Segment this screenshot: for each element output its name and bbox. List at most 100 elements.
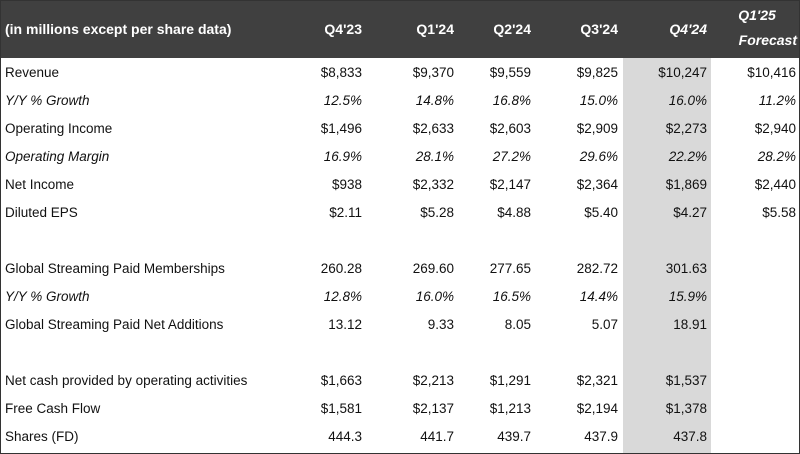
- row-label: Operating Income: [5, 121, 113, 136]
- cell-value: 282.72: [576, 261, 618, 276]
- row-label: Net Income: [5, 177, 75, 192]
- cell-value: $2,633: [412, 121, 454, 136]
- cell-value: $2,194: [576, 401, 618, 416]
- cell-value: $2,603: [489, 121, 531, 136]
- cell-value: 22.2%: [668, 149, 707, 164]
- cell-value: $1,291: [489, 373, 531, 388]
- cell-value: 277.65: [489, 261, 531, 276]
- col-header-forecast-quarter: Q1'25: [738, 7, 776, 23]
- cell-value: 444.3: [328, 429, 362, 444]
- cell-value: $1,537: [665, 373, 707, 388]
- table-row: Revenue $8,833 $9,370 $9,559 $9,825 $10,247 $1…: [1, 59, 799, 87]
- col-header: Q2'24: [493, 21, 531, 37]
- row-label: Shares (FD): [5, 429, 79, 444]
- table-row: Operating Margin 16.9% 28.1% 27.2% 29.6% 22.2…: [1, 143, 799, 171]
- col-header: Q4'23: [324, 21, 362, 37]
- q4-24-highlight: [623, 58, 711, 453]
- table-header: (in millions except per share data) Q4'2…: [1, 1, 799, 58]
- cell-value: 441.7: [420, 429, 454, 444]
- cell-value: 18.91: [673, 317, 707, 332]
- row-label: Global Streaming Paid Net Additions: [5, 317, 224, 332]
- cell-value: $1,496: [320, 121, 362, 136]
- cell-value: 437.9: [584, 429, 618, 444]
- table-row: Net cash provided by operating activitie…: [1, 367, 799, 395]
- cell-value: $2,364: [576, 177, 618, 192]
- cell-value: $9,559: [489, 65, 531, 80]
- table-row: Operating Income $1,496 $2,633 $2,603 $2,909…: [1, 115, 799, 143]
- table-row: Global Streaming Paid Net Additions 13.12…: [1, 311, 799, 339]
- cell-value: $2,940: [754, 121, 796, 136]
- table-row: Net Income $938 $2,332 $2,147 $2,364 $1,869 $2…: [1, 171, 799, 199]
- table-row: Y/Y % Growth 12.8% 16.0% 16.5% 14.4% 15.9%: [1, 283, 799, 311]
- cell-value: $4.88: [497, 205, 531, 220]
- row-label: Free Cash Flow: [5, 401, 101, 416]
- cell-value: 16.0%: [668, 93, 707, 108]
- cell-value: $1,378: [665, 401, 707, 416]
- cell-value: $8,833: [320, 65, 362, 80]
- cell-value: $2,332: [412, 177, 454, 192]
- cell-value: 27.2%: [492, 149, 531, 164]
- cell-value: 16.0%: [415, 289, 454, 304]
- cell-value: 28.2%: [757, 149, 796, 164]
- cell-value: $1,581: [320, 401, 362, 416]
- row-label: Global Streaming Paid Memberships: [5, 261, 225, 276]
- cell-value: $2,213: [412, 373, 454, 388]
- cell-value: 28.1%: [415, 149, 454, 164]
- row-label: Net cash provided by operating activitie…: [5, 373, 248, 388]
- row-label: Revenue: [5, 65, 60, 80]
- cell-value: $5.58: [762, 205, 796, 220]
- cell-value: $9,370: [412, 65, 454, 80]
- cell-value: 14.8%: [415, 93, 454, 108]
- cell-value: 16.5%: [492, 289, 531, 304]
- cell-value: $2,440: [754, 177, 796, 192]
- cell-value: $938: [331, 177, 362, 192]
- cell-value: $1,663: [320, 373, 362, 388]
- cell-value: 16.8%: [492, 93, 531, 108]
- cell-value: 12.5%: [323, 93, 362, 108]
- cell-value: $9,825: [576, 65, 618, 80]
- cell-value: $5.40: [584, 205, 618, 220]
- cell-value: 13.12: [328, 317, 362, 332]
- cell-value: $1,213: [489, 401, 531, 416]
- cell-value: 14.4%: [579, 289, 618, 304]
- cell-value: $10,416: [747, 65, 796, 80]
- col-header-forecast-label: Forecast: [738, 32, 797, 48]
- cell-value: $1,869: [665, 177, 707, 192]
- cell-value: $2,909: [576, 121, 618, 136]
- row-label: Y/Y % Growth: [5, 93, 90, 108]
- cell-value: $2,147: [489, 177, 531, 192]
- table-row: Y/Y % Growth 12.5% 14.8% 16.8% 15.0% 16.0% 11.…: [1, 87, 799, 115]
- cell-value: 5.07: [591, 317, 618, 332]
- cell-value: 15.9%: [668, 289, 707, 304]
- cell-value: 9.33: [427, 317, 454, 332]
- cell-value: 260.28: [320, 261, 362, 276]
- header-label: (in millions except per share data): [5, 21, 232, 37]
- col-header: Q1'24: [416, 21, 454, 37]
- cell-value: 11.2%: [758, 93, 796, 108]
- row-label: Diluted EPS: [5, 205, 78, 220]
- cell-value: $2.11: [329, 205, 362, 220]
- col-header: Q4'24: [669, 21, 707, 37]
- table-row: Shares (FD) 444.3 441.7 439.7 437.9 437.8: [1, 423, 799, 451]
- cell-value: 439.7: [497, 429, 531, 444]
- table-row: Global Streaming Paid Memberships 260.28 2…: [1, 255, 799, 283]
- cell-value: $5.28: [420, 205, 454, 220]
- row-label: Y/Y % Growth: [5, 289, 90, 304]
- cell-value: $10,247: [658, 65, 707, 80]
- cell-value: $2,321: [576, 373, 618, 388]
- table-row: Diluted EPS $2.11 $5.28 $4.88 $5.40 $4.27 $5.5…: [1, 199, 799, 227]
- cell-value: 437.8: [673, 429, 707, 444]
- cell-value: 301.63: [665, 261, 707, 276]
- cell-value: 12.8%: [323, 289, 362, 304]
- cell-value: 269.60: [412, 261, 454, 276]
- cell-value: 8.05: [504, 317, 531, 332]
- cell-value: 16.9%: [323, 149, 362, 164]
- col-header: Q3'24: [580, 21, 618, 37]
- row-label: Operating Margin: [5, 149, 110, 164]
- cell-value: $2,137: [412, 401, 454, 416]
- cell-value: 15.0%: [579, 93, 618, 108]
- cell-value: 29.6%: [579, 149, 618, 164]
- table-row: Free Cash Flow $1,581 $2,137 $1,213 $2,194 $1…: [1, 395, 799, 423]
- cell-value: $4.27: [673, 205, 707, 220]
